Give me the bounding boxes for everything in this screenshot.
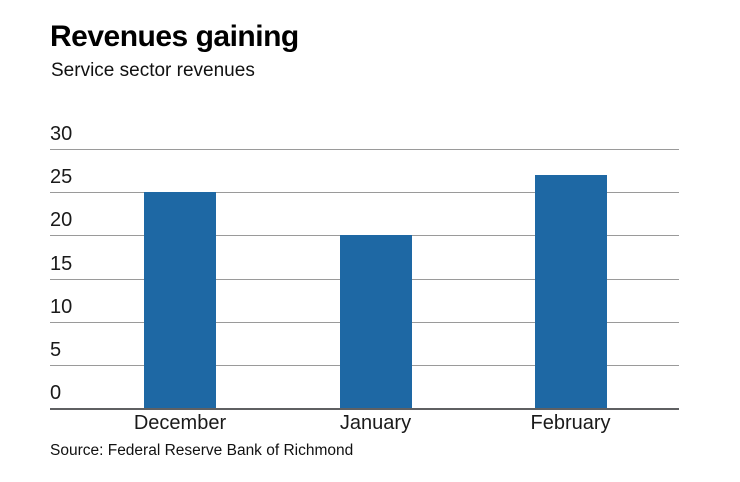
source-note: Source: Federal Reserve Bank of Richmond <box>50 442 354 459</box>
y-tick-label: 15 <box>50 252 73 275</box>
x-tick-label: February <box>530 412 611 434</box>
x-tick-label: December <box>133 412 227 434</box>
y-tick-label: 0 <box>50 382 62 404</box>
x-tick-label: January <box>339 412 412 434</box>
gridline <box>50 149 679 150</box>
y-tick-label: 20 <box>50 209 73 232</box>
y-tick-label: 5 <box>50 338 62 361</box>
gridline <box>50 192 679 194</box>
y-tick-label: 30 <box>50 123 73 145</box>
bar-december <box>144 192 216 408</box>
bar-january <box>339 235 412 408</box>
bar-february <box>534 174 607 408</box>
chart-title: Revenues gaining <box>50 20 299 53</box>
y-tick-label: 10 <box>50 295 73 318</box>
chart-subtitle: Service sector revenues <box>51 60 255 81</box>
x-axis-line <box>50 408 679 410</box>
y-tick-label: 25 <box>50 166 73 189</box>
